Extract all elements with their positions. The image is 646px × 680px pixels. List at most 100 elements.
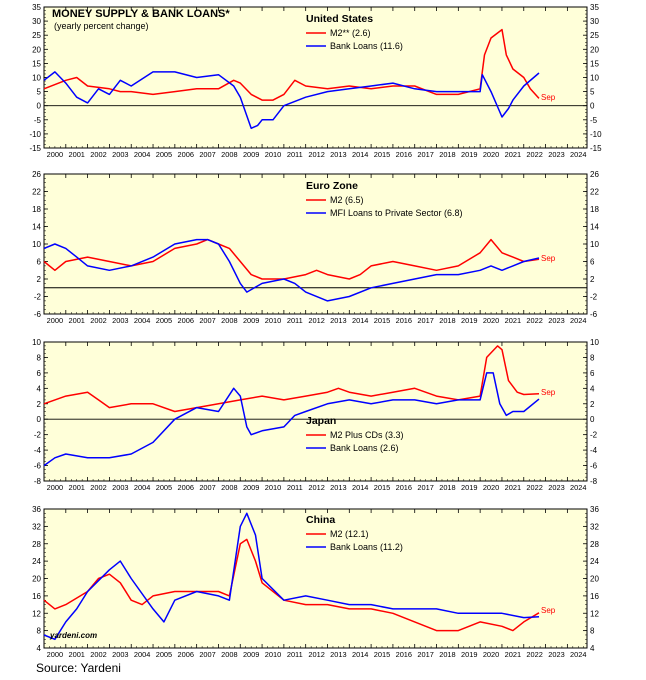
sep-annotation: Sep — [541, 388, 556, 397]
x-tick-label: 2019 — [461, 150, 477, 159]
legend-label: Bank Loans (11.2) — [330, 542, 403, 552]
panel-title: China — [306, 514, 335, 526]
x-tick-label: 2023 — [548, 316, 564, 325]
y-tick-label-right: 25 — [590, 31, 599, 40]
y-tick-label-right: 32 — [590, 522, 599, 531]
x-tick-label: 2000 — [47, 650, 63, 659]
x-tick-label: 2006 — [178, 483, 194, 492]
source-note: Source: Yardeni — [36, 661, 121, 675]
legend-label: Bank Loans (11.6) — [330, 41, 403, 51]
x-tick-label: 2016 — [396, 650, 412, 659]
x-tick-label: 2011 — [287, 650, 303, 659]
x-tick-label: 2010 — [265, 150, 281, 159]
plot-area — [43, 341, 588, 482]
x-tick-label: 2004 — [134, 650, 150, 659]
y-tick-label-right: -4 — [590, 446, 598, 455]
y-tick-label-left: 24 — [32, 557, 41, 566]
x-tick-label: 2001 — [68, 150, 84, 159]
x-tick-label: 2020 — [483, 650, 499, 659]
x-tick-label: 2012 — [308, 483, 324, 492]
y-tick-label-left: 0 — [37, 415, 42, 424]
y-tick-label-left: 18 — [32, 205, 41, 214]
y-tick-label-right: 8 — [590, 627, 595, 636]
legend-label: M2 (6.5) — [330, 195, 364, 205]
x-tick-label: 2024 — [570, 316, 586, 325]
x-tick-label: 2014 — [352, 650, 368, 659]
y-tick-label-left: 4 — [37, 384, 42, 393]
x-tick-label: 2022 — [526, 150, 542, 159]
y-tick-label-left: 6 — [37, 258, 42, 267]
y-tick-label-right: 2 — [590, 400, 595, 409]
x-tick-label: 2024 — [570, 483, 586, 492]
y-tick-label-left: 0 — [37, 102, 42, 111]
x-tick-label: 2016 — [396, 150, 412, 159]
y-tick-label-left: -15 — [29, 144, 41, 153]
y-tick-label-left: -8 — [34, 477, 42, 486]
x-tick-label: 2010 — [265, 483, 281, 492]
x-tick-label: 2009 — [243, 650, 259, 659]
x-tick-label: 2005 — [156, 650, 172, 659]
y-tick-label-left: 10 — [32, 240, 41, 249]
panel-title: Japan — [306, 415, 336, 427]
x-tick-label: 2017 — [417, 316, 433, 325]
x-tick-label: 2021 — [505, 316, 521, 325]
x-tick-label: 2009 — [243, 483, 259, 492]
y-tick-label-left: 25 — [32, 31, 41, 40]
x-tick-label: 2020 — [483, 150, 499, 159]
subtitle: (yearly percent change) — [54, 21, 149, 31]
y-tick-label-right: 6 — [590, 258, 595, 267]
x-tick-label: 2005 — [156, 150, 172, 159]
x-tick-label: 2023 — [548, 150, 564, 159]
x-tick-label: 2003 — [112, 650, 128, 659]
y-tick-label-left: 16 — [32, 592, 41, 601]
series-line-red — [43, 28, 540, 101]
y-tick-label-right: -10 — [590, 130, 602, 139]
x-tick-label: 2012 — [308, 316, 324, 325]
x-tick-label: 2014 — [352, 316, 368, 325]
y-tick-label-left: -6 — [34, 310, 42, 319]
x-tick-label: 2020 — [483, 316, 499, 325]
y-tick-label-left: -6 — [34, 462, 42, 471]
x-tick-label: 2014 — [352, 150, 368, 159]
y-tick-label-left: 26 — [32, 170, 41, 179]
x-tick-label: 2023 — [548, 483, 564, 492]
x-tick-label: 2006 — [178, 150, 194, 159]
x-tick-label: 2002 — [90, 483, 106, 492]
y-tick-label-left: 14 — [32, 223, 41, 232]
y-tick-label-right: 4 — [590, 384, 595, 393]
x-tick-label: 2013 — [330, 483, 346, 492]
x-tick-label: 2002 — [90, 150, 106, 159]
y-tick-label-right: 10 — [590, 240, 599, 249]
y-tick-label-left: -2 — [34, 293, 42, 302]
y-tick-label-right: 15 — [590, 59, 599, 68]
y-tick-label-right: 6 — [590, 369, 595, 378]
x-tick-label: 2023 — [548, 650, 564, 659]
sep-annotation: Sep — [541, 606, 556, 615]
x-tick-label: 2001 — [68, 316, 84, 325]
x-tick-label: 2022 — [526, 316, 542, 325]
x-tick-label: 2019 — [461, 483, 477, 492]
x-tick-label: 2012 — [308, 650, 324, 659]
y-tick-label-left: 36 — [32, 505, 41, 514]
x-tick-label: 2017 — [417, 650, 433, 659]
x-tick-label: 2018 — [439, 650, 455, 659]
y-tick-label-right: 4 — [590, 644, 595, 653]
legend-label: M2** (2.6) — [330, 28, 371, 38]
x-tick-label: 2014 — [352, 483, 368, 492]
x-tick-label: 2011 — [287, 316, 303, 325]
y-tick-label-left: 35 — [32, 3, 41, 12]
x-tick-label: 2000 — [47, 150, 63, 159]
x-tick-label: 2013 — [330, 150, 346, 159]
y-tick-label-left: 10 — [32, 338, 41, 347]
y-tick-label-left: 10 — [32, 74, 41, 83]
y-tick-label-right: 8 — [590, 353, 595, 362]
x-tick-label: 2016 — [396, 316, 412, 325]
x-tick-label: 2012 — [308, 150, 324, 159]
x-tick-label: 2017 — [417, 150, 433, 159]
y-tick-label-right: -6 — [590, 462, 598, 471]
y-tick-label-right: -15 — [590, 144, 602, 153]
y-tick-label-left: 2 — [37, 400, 42, 409]
x-tick-label: 2008 — [221, 316, 237, 325]
y-tick-label-right: 26 — [590, 170, 599, 179]
panel-title: Euro Zone — [306, 180, 358, 192]
